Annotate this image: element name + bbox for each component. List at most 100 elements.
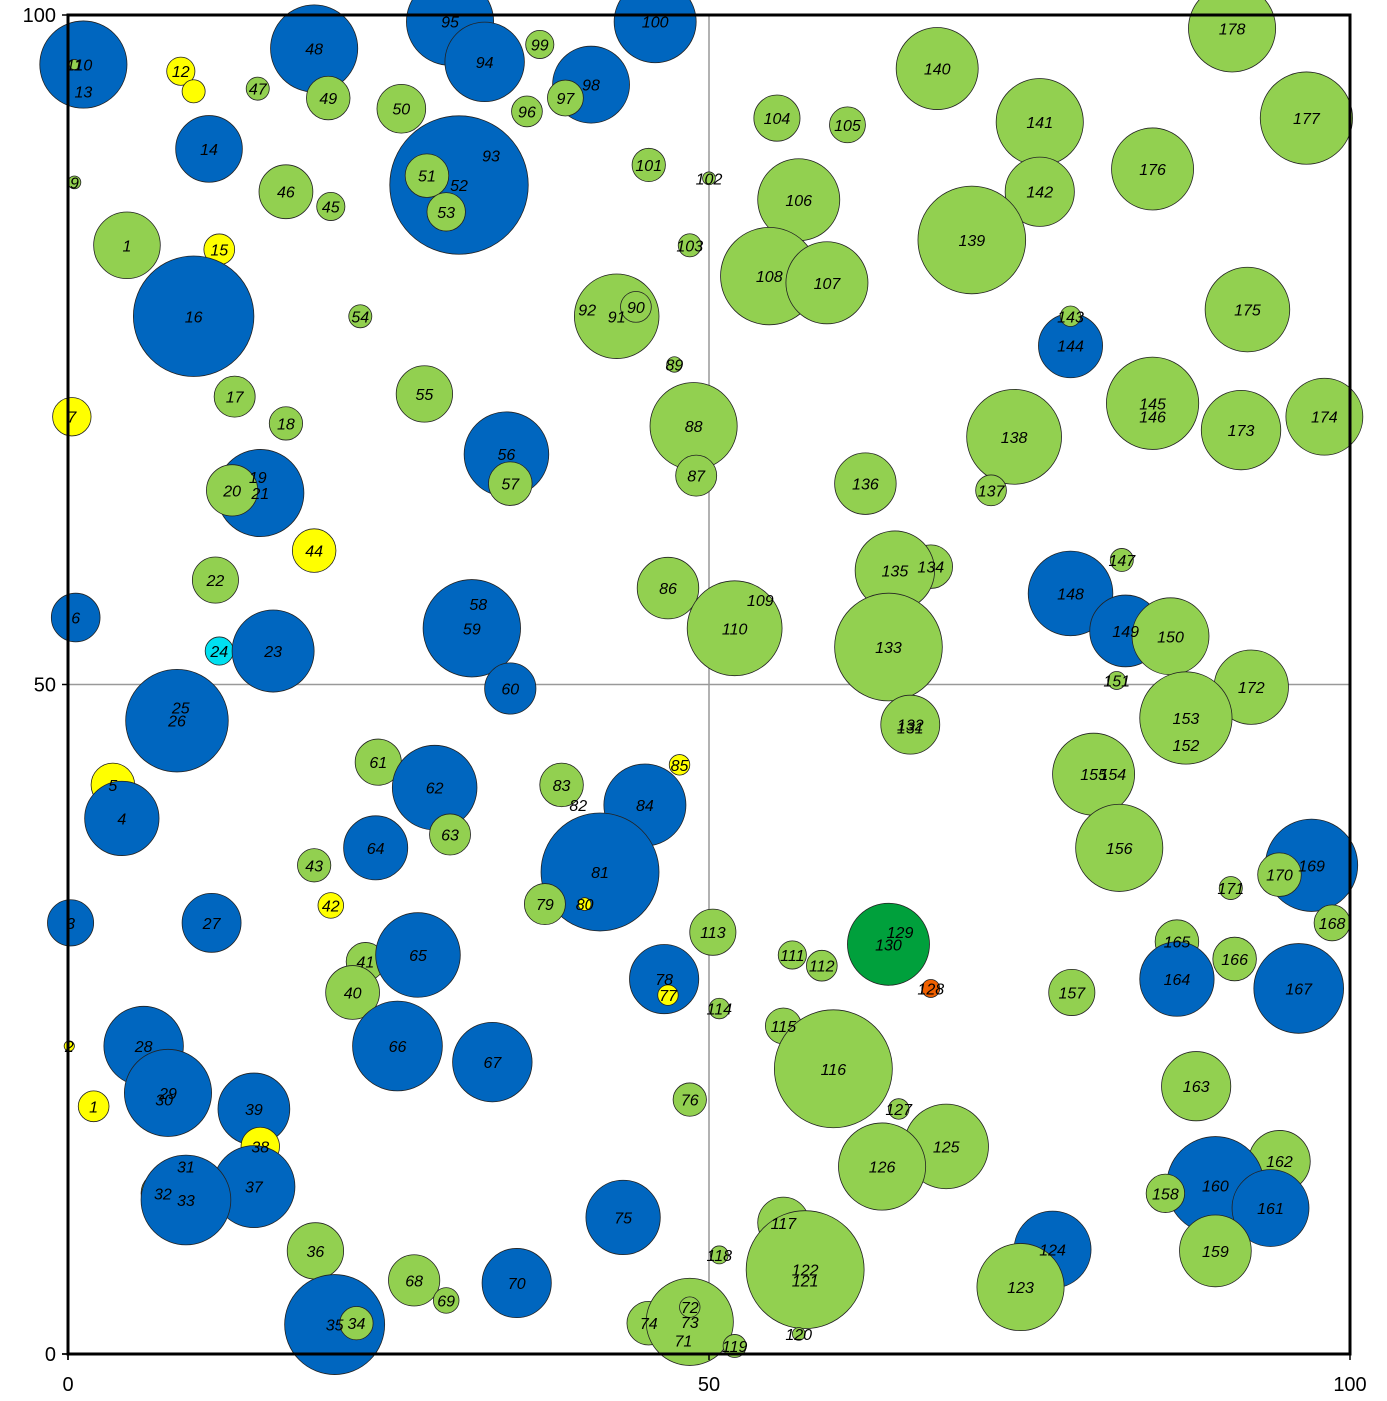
bubble-label: 164	[1164, 972, 1191, 989]
bubble-label: 130	[875, 937, 902, 954]
bubble-label: 148	[1057, 586, 1084, 603]
bubble-label: 50	[392, 102, 410, 119]
bubble-mark	[50, 592, 101, 643]
bubble-label: 129	[887, 925, 914, 942]
bubble-label: 101	[635, 158, 662, 175]
bubble-mark	[488, 461, 533, 506]
bubble-label: 4	[117, 811, 126, 828]
bubble-label: 43	[305, 858, 323, 875]
bubble-mark	[376, 83, 427, 134]
bubble-label: 170	[1266, 868, 1293, 885]
bubble-mark	[1004, 156, 1075, 227]
bubble-label: 5	[108, 778, 117, 795]
bubble-label: 69	[437, 1293, 455, 1310]
bubble-mark	[245, 76, 270, 101]
bubble-mark	[1212, 936, 1257, 982]
bubble-mark	[297, 848, 332, 883]
bubble-mark	[1106, 356, 1200, 450]
bubble-label: 152	[1173, 738, 1200, 755]
bubble-mark	[140, 1154, 232, 1246]
bubble-label: 176	[1139, 162, 1166, 179]
bubble-label: 16	[185, 309, 203, 326]
bubble-label: 80	[576, 897, 594, 914]
bubble-label: 106	[785, 193, 812, 210]
bubble-label: 12	[172, 64, 190, 81]
bubble-mark	[657, 984, 679, 1006]
bubble-mark	[636, 556, 700, 620]
bubble-label: 11	[66, 58, 83, 75]
bubble-label: 44	[305, 544, 323, 561]
bubble-mark	[339, 1306, 374, 1341]
bubble-mark	[666, 356, 683, 373]
bubble-mark	[316, 191, 346, 221]
bubble-label: 151	[1103, 673, 1130, 690]
bubble-label: 71	[674, 1334, 692, 1351]
bubble-label: 133	[875, 640, 902, 657]
bubble-mark	[672, 1082, 707, 1117]
bubble-mark	[677, 233, 702, 258]
x-tick-label: 100	[1333, 1374, 1366, 1396]
bubble-label: 6	[71, 611, 80, 628]
bubble-label: 156	[1106, 841, 1133, 858]
bubble-label: 10	[74, 58, 92, 75]
bubble-label: 60	[501, 682, 519, 699]
x-tick-label: 0	[62, 1374, 73, 1396]
bubble-label: 167	[1285, 981, 1313, 998]
bubble-label: 131	[897, 720, 924, 737]
bubble-label: 37	[245, 1180, 264, 1197]
bubble-mark	[181, 79, 206, 104]
bubble-label: 38	[251, 1139, 269, 1156]
bubble-mark	[1218, 876, 1243, 900]
bubble-mark	[206, 464, 259, 517]
bubble-label: 84	[636, 798, 654, 815]
bubble-mark	[348, 304, 373, 329]
bubble-mark	[1075, 803, 1164, 892]
bubble-label: 24	[209, 644, 228, 661]
bubble-label: 27	[202, 916, 222, 933]
bubble-label: 142	[1026, 185, 1053, 202]
bubble-mark	[325, 965, 380, 1020]
bubble-label: 82	[569, 798, 587, 815]
bubble-label: 41	[357, 955, 375, 972]
bubble-mark	[511, 95, 543, 128]
bubble-label: 75	[614, 1210, 632, 1227]
bubbles	[39, 0, 1364, 1375]
bubble-mark	[1161, 1051, 1232, 1122]
bubble-label: 134	[917, 560, 944, 577]
bubble-label: 93	[482, 149, 500, 166]
bubble-mark	[525, 29, 555, 59]
bubble-mark	[791, 1327, 806, 1341]
bubble-mark	[523, 883, 566, 926]
bubble-mark	[317, 892, 345, 919]
bubble-label: 1	[89, 1099, 98, 1116]
bubble-label: 166	[1221, 952, 1248, 969]
bubble-label: 7	[67, 410, 77, 427]
bubble-mark	[268, 406, 304, 441]
bubble-label: 70	[508, 1276, 526, 1293]
bubble-mark	[481, 1248, 552, 1319]
bubble-label: 59	[463, 621, 481, 638]
y-tick-label: 50	[34, 675, 56, 697]
bubble-label: 172	[1238, 680, 1265, 697]
bubble-label: 144	[1057, 339, 1084, 356]
bubble-label: 19	[249, 470, 267, 487]
bubble-label: 126	[869, 1160, 896, 1177]
bubble-mark	[976, 1243, 1065, 1332]
bubble-label: 1	[123, 238, 132, 255]
bubble-label: 174	[1311, 410, 1338, 427]
bubble-label: 74	[640, 1316, 658, 1333]
bubble-label: 149	[1112, 624, 1139, 641]
bubble-label: 22	[206, 573, 225, 590]
bubble-label: 119	[722, 1339, 748, 1356]
bubble-mark	[834, 452, 897, 515]
bubble-label: 168	[1319, 916, 1346, 933]
bubble-label: 87	[687, 469, 706, 486]
y-tick-label: 100	[23, 5, 56, 27]
bubble-label: 17	[226, 390, 245, 407]
bubble-label: 51	[418, 169, 436, 186]
bubble-mark	[1253, 943, 1344, 1034]
bubble-label: 47	[249, 82, 268, 99]
bubble-label: 141	[1026, 115, 1053, 132]
bubble-label: 42	[322, 898, 340, 915]
